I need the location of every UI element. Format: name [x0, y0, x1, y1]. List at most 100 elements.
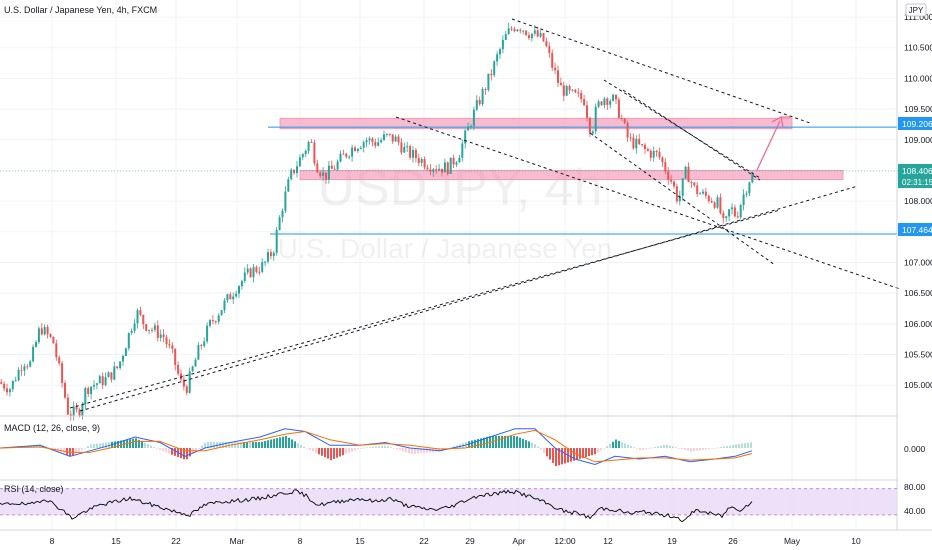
macd-histogram-bar	[564, 448, 566, 464]
candle-body	[304, 150, 307, 155]
price-label-resistance[interactable]: 109.206	[898, 117, 932, 130]
macd-histogram-bar	[75, 448, 77, 454]
macd-histogram-bar	[303, 446, 305, 448]
macd-histogram-bar	[498, 435, 500, 448]
price-tick-label: 107.000	[904, 257, 932, 267]
candle-body	[586, 105, 588, 118]
trendlines[interactable]	[69, 18, 901, 412]
candle-body	[307, 141, 310, 151]
macd-histogram-bar	[735, 444, 737, 448]
zone-rect	[299, 170, 844, 181]
candle-body	[426, 167, 429, 170]
macd-histogram-bar	[612, 441, 614, 448]
candle-body	[507, 28, 510, 35]
candle-body	[580, 92, 583, 100]
candle-body	[557, 70, 559, 83]
price-axis[interactable]: 111.000110.500110.000109.500109.000108.5…	[904, 12, 932, 390]
svg-text:109.206: 109.206	[902, 119, 932, 129]
candle-body	[211, 320, 214, 322]
zone-rect	[279, 117, 793, 130]
candle-body	[690, 182, 693, 184]
candle-body	[168, 344, 171, 346]
candle-body	[240, 280, 243, 287]
macd-histogram-bar	[621, 442, 623, 448]
macd-histogram-bar	[384, 445, 386, 448]
horizontal-levels[interactable]	[268, 126, 897, 235]
macd-histogram-bar	[171, 448, 173, 455]
long-descending-line	[395, 116, 901, 290]
candle-body	[354, 147, 356, 152]
macd-histogram-bar	[54, 448, 56, 451]
candle-body	[577, 92, 580, 94]
candle-body	[330, 165, 333, 169]
candle-body	[559, 82, 562, 86]
candle-body	[26, 366, 29, 368]
candle-body	[455, 162, 458, 165]
candle-body	[235, 293, 238, 297]
macd-histogram-bar	[378, 446, 380, 448]
candle-body	[583, 99, 586, 106]
time-tick-label: 10	[851, 536, 861, 546]
watermark-name: U.S. Dollar / Japanese Yen	[278, 233, 613, 264]
candle-body	[52, 336, 55, 344]
candle-body	[664, 162, 667, 172]
macd-signal-line	[0, 429, 753, 463]
macd-histogram-bar	[519, 437, 521, 448]
projection-arrow[interactable]	[756, 116, 791, 171]
macd-histogram-bar	[270, 439, 272, 448]
time-axis[interactable]: 8 15 22 Mar 8 15 22 29 Apr 12:00 12 19 26 May 10	[50, 536, 861, 546]
candle-body	[64, 382, 66, 398]
candle-body	[644, 144, 646, 149]
macd-histogram-bar	[81, 448, 83, 450]
candle-body	[14, 380, 17, 382]
falling-wedge-lower	[589, 132, 776, 266]
candle-body	[104, 377, 107, 386]
price-label-current[interactable]: 108.406 02:31:15	[898, 164, 932, 188]
candle-body	[574, 89, 577, 93]
candle-body	[667, 171, 670, 180]
macd-histogram-bar	[342, 448, 344, 456]
macd-histogram-bar	[744, 443, 746, 448]
macd-histogram-bar	[441, 448, 443, 452]
candle-body	[693, 182, 696, 186]
macd-histogram-bar	[588, 448, 590, 457]
candle-body	[487, 73, 490, 90]
price-label-support[interactable]: 107.464	[898, 223, 932, 236]
candle-body	[513, 28, 516, 32]
candle-body	[214, 321, 217, 323]
macd-histogram-bar	[528, 441, 530, 448]
macd-histogram-bar	[210, 441, 212, 448]
rsi-pane	[0, 489, 753, 523]
candle-body	[8, 389, 11, 393]
candle-body	[383, 134, 385, 140]
macd-histogram-bar	[213, 441, 215, 448]
candle-body	[464, 130, 467, 144]
candle-body	[133, 323, 136, 331]
candle-body	[458, 157, 461, 163]
candle-body	[673, 181, 675, 187]
currency-badge[interactable]: JPY	[905, 3, 927, 17]
candle-body	[510, 28, 513, 30]
macd-histogram-bar	[387, 446, 389, 448]
candle-body	[278, 217, 281, 230]
candle-body	[490, 73, 493, 76]
macd-histogram-bar	[333, 448, 335, 459]
candle-body	[339, 153, 342, 162]
candle-body	[528, 35, 530, 39]
candle-body	[316, 163, 319, 173]
candle-body	[696, 185, 699, 194]
macd-histogram-bar	[399, 448, 401, 451]
candle-body	[423, 159, 426, 168]
candle-body	[296, 166, 298, 174]
macd-histogram-bar	[294, 441, 296, 448]
candle-body	[620, 117, 623, 119]
resistance-zones[interactable]	[279, 117, 844, 181]
candle-body	[742, 194, 745, 205]
candle-body	[342, 153, 345, 155]
macd-histogram-bar	[543, 448, 545, 454]
macd-histogram-bar	[510, 435, 512, 448]
candle-body	[284, 191, 287, 211]
price-tick-label: 106.000	[904, 319, 932, 329]
candle-body	[496, 54, 499, 62]
